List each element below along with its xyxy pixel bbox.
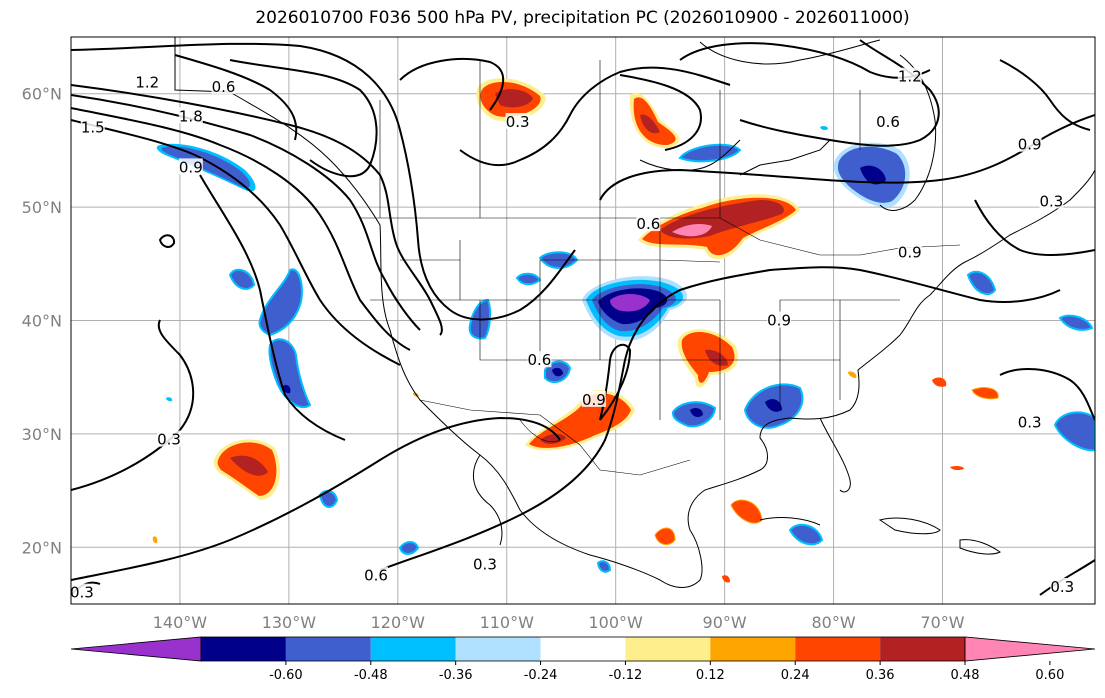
lon-tick-label: 80°W: [811, 613, 855, 632]
colorbar-tick-label: -0.12: [609, 668, 643, 683]
contour-label: 0.9: [1017, 135, 1042, 154]
colorbar-segment: [625, 637, 711, 661]
contour-label-text: 0.3: [70, 584, 94, 602]
colorbar-tick-label: -0.60: [269, 668, 303, 683]
precip-blob-hudson: [629, 92, 680, 149]
precip-blob-pacific-chain-negative: [228, 268, 312, 408]
contour-label: 0.9: [178, 158, 203, 176]
contour-label: 0.6: [211, 77, 236, 96]
contour-label-text: 1.2: [898, 68, 922, 86]
contour-label-text: 1.2: [135, 73, 159, 91]
precip-blob-plains-negative: [582, 276, 687, 341]
colorbar-segment: [540, 637, 626, 661]
contour-label: 0.6: [876, 113, 901, 131]
contour-label-text: 0.9: [582, 391, 606, 409]
lon-tick-label: 140°W: [153, 613, 208, 632]
contour-label: 0.6: [527, 351, 552, 369]
contour-label: 1.8: [178, 107, 203, 125]
contour-label: 0.9: [767, 311, 792, 330]
lon-tick-label: 90°W: [703, 613, 747, 632]
contour-label-text: 0.6: [636, 215, 660, 233]
contour-label: 0.9: [581, 390, 606, 409]
precip-blob-quebec-negative: [833, 142, 910, 208]
colorbar-tick-label: -0.36: [439, 668, 473, 683]
precip-blob-pacific-south: [213, 439, 280, 500]
precip-blob-small-negative: [166, 125, 1095, 573]
lon-tick-label: 130°W: [262, 613, 317, 632]
colorbar-labels: -0.60 -0.48 -0.36 -0.24 -0.12 0.12 0.24 0.36 0.4…: [269, 668, 1064, 683]
lon-tick-label: 70°W: [920, 613, 964, 632]
colorbar-extend-high: [964, 636, 1096, 662]
contour-label-text: 0.6: [527, 351, 551, 369]
contour-label: 0.3: [505, 113, 530, 131]
contour-label-text: 0.3: [1039, 192, 1063, 210]
lat-tick-label: 20°N: [22, 538, 62, 557]
lon-tick-label: 100°W: [589, 613, 644, 632]
contour-label-text: 0.3: [506, 113, 530, 131]
colorbar-tick-label: 0.24: [781, 668, 810, 683]
contour-label-text: 0.9: [1018, 136, 1042, 154]
political-borders: [360, 60, 961, 476]
colorbar-segment: [285, 637, 371, 661]
precip-blob-small-positive: [152, 371, 999, 583]
contour-label: 0.6: [364, 566, 389, 585]
contour-label-text: 1.8: [179, 107, 203, 125]
contour-label: 0.3: [70, 583, 94, 602]
contour-labels: 1.2 0.6 1.8 1.5 0.9 0.3 0.6 0.6 1.2 0.9 0.3 0.9 0.9 0…: [70, 67, 1075, 602]
coastlines: [174, 37, 1095, 588]
map-panel: 1.2 0.6 1.8 1.5 0.9 0.3 0.6 0.6 1.2 0.9 0.3 0.9 0.9 0…: [70, 36, 1096, 605]
colorbar-tick-label: 0.60: [1035, 668, 1064, 683]
contour-label: 0.6: [636, 215, 661, 233]
lat-tick-label: 40°N: [22, 312, 62, 331]
contour-label: 1.5: [80, 118, 105, 137]
colorbar-extend-low: [70, 636, 202, 662]
contour-label-text: 0.3: [473, 555, 497, 573]
lat-tick-label: 50°N: [22, 198, 62, 217]
contour-label-text: 0.9: [898, 243, 922, 261]
colorbar-segment: [880, 637, 965, 661]
contour-label-text: 0.3: [157, 431, 181, 449]
colorbar-segment: [795, 637, 881, 661]
contour-label: 1.2: [897, 67, 922, 86]
map-title: 2026010700 F036 500 hPa PV, precipitatio…: [255, 8, 910, 28]
precip-blob-pacific-ridge-negative: [156, 143, 256, 192]
precipitation-shading: [152, 78, 1095, 583]
contour-label: 0.3: [157, 430, 182, 449]
contour-label: 0.3: [472, 555, 497, 573]
contour-label-text: 0.3: [1018, 414, 1042, 432]
colorbar-tick-label: 0.36: [866, 668, 895, 683]
lat-tick-label: 30°N: [22, 425, 62, 444]
contour-label-text: 0.6: [212, 78, 236, 96]
lon-tick-label: 110°W: [480, 613, 535, 632]
longitude-labels: 140°W 130°W 120°W 110°W 100°W 90°W 80°W 70°W: [153, 613, 965, 632]
colorbar-segment: [710, 637, 796, 661]
contour-label: 0.3: [1039, 192, 1064, 210]
contour-label-text: 0.3: [1050, 578, 1074, 596]
contour-label-text: 0.6: [876, 113, 900, 131]
colorbar-tick-label: 0.12: [696, 668, 725, 683]
colorbar-segment: [455, 637, 541, 661]
contour-label: 1.2: [135, 73, 160, 91]
colorbar: [70, 636, 1096, 665]
lat-tick-label: 60°N: [22, 85, 62, 104]
contour-label: 0.3: [1050, 577, 1075, 596]
contour-label-text: 0.6: [364, 567, 388, 585]
colorbar-tick-label: -0.48: [354, 668, 388, 683]
graticule: [71, 37, 1095, 604]
precip-blob-arkansas: [677, 329, 739, 388]
contour-label: 0.3: [1017, 413, 1042, 432]
precip-blob-bc-coast: [476, 78, 546, 121]
pv-contours: [71, 39, 1095, 596]
contour-label-text: 0.9: [767, 312, 791, 330]
colorbar-segment: [201, 637, 286, 661]
colorbar-tick-label: -0.24: [524, 668, 558, 683]
contour-label: 0.9: [897, 243, 922, 261]
lon-tick-label: 120°W: [371, 613, 426, 632]
colorbar-tick-label: 0.48: [951, 668, 980, 683]
latitude-labels: 60°N 50°N 40°N 30°N 20°N: [22, 85, 62, 558]
contour-label-text: 1.5: [81, 119, 105, 137]
contour-label-text: 0.9: [179, 158, 203, 176]
colorbar-segment: [370, 637, 456, 661]
